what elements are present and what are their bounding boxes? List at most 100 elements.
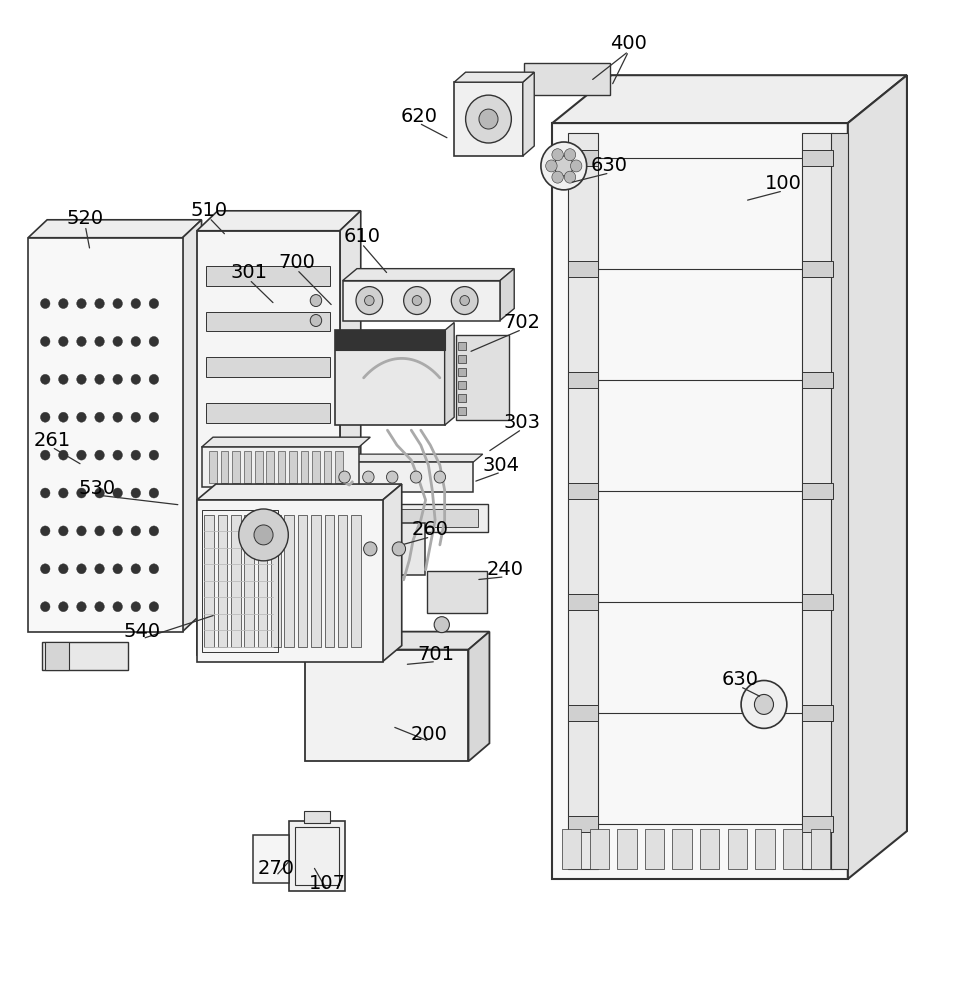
Circle shape: [311, 295, 321, 307]
Bar: [295, 827, 338, 885]
Circle shape: [541, 142, 587, 190]
Bar: [202, 510, 278, 652]
Bar: [342, 281, 500, 320]
Circle shape: [40, 374, 50, 384]
Bar: [45, 642, 69, 670]
Circle shape: [131, 412, 141, 422]
Text: 700: 700: [278, 253, 315, 272]
Bar: [272, 515, 281, 647]
Bar: [206, 495, 330, 515]
Circle shape: [410, 471, 422, 483]
Circle shape: [58, 412, 68, 422]
Bar: [301, 451, 309, 483]
Bar: [831, 133, 848, 869]
Polygon shape: [197, 211, 360, 231]
Bar: [323, 451, 331, 483]
Bar: [42, 642, 128, 670]
Bar: [245, 515, 254, 647]
Circle shape: [95, 299, 104, 309]
Circle shape: [95, 374, 104, 384]
Bar: [802, 483, 833, 499]
Circle shape: [434, 617, 449, 633]
Bar: [313, 451, 319, 483]
Circle shape: [58, 299, 68, 309]
Circle shape: [58, 564, 68, 574]
Circle shape: [58, 488, 68, 498]
Bar: [802, 594, 833, 610]
Polygon shape: [445, 322, 454, 425]
Circle shape: [58, 374, 68, 384]
Circle shape: [113, 602, 122, 612]
Circle shape: [40, 564, 50, 574]
Bar: [427, 571, 487, 613]
Bar: [356, 523, 424, 575]
Bar: [458, 368, 466, 376]
Bar: [568, 816, 598, 832]
Circle shape: [741, 680, 787, 728]
Circle shape: [466, 95, 511, 143]
Circle shape: [363, 542, 377, 556]
Polygon shape: [339, 211, 360, 655]
Circle shape: [113, 526, 122, 536]
Circle shape: [552, 171, 563, 183]
Circle shape: [149, 412, 159, 422]
Bar: [811, 829, 830, 869]
Bar: [255, 451, 263, 483]
Circle shape: [131, 488, 141, 498]
Circle shape: [131, 336, 141, 346]
Bar: [209, 451, 217, 483]
Circle shape: [131, 602, 141, 612]
Bar: [206, 357, 330, 377]
Circle shape: [149, 602, 159, 612]
Text: 261: 261: [33, 431, 71, 450]
Bar: [458, 342, 466, 350]
Circle shape: [76, 450, 86, 460]
Circle shape: [131, 564, 141, 574]
Circle shape: [76, 564, 86, 574]
Bar: [553, 123, 848, 879]
Circle shape: [95, 526, 104, 536]
Bar: [304, 811, 330, 823]
Bar: [335, 330, 445, 350]
Bar: [267, 451, 274, 483]
Circle shape: [403, 287, 430, 315]
Circle shape: [40, 602, 50, 612]
Circle shape: [554, 156, 574, 176]
Circle shape: [564, 171, 576, 183]
Circle shape: [131, 450, 141, 460]
Bar: [728, 829, 747, 869]
Bar: [330, 462, 473, 492]
Bar: [458, 407, 466, 415]
Bar: [344, 509, 478, 527]
Circle shape: [392, 542, 405, 556]
Bar: [218, 515, 228, 647]
Circle shape: [76, 299, 86, 309]
Circle shape: [95, 602, 104, 612]
Bar: [672, 829, 692, 869]
Text: 400: 400: [610, 34, 647, 53]
Circle shape: [386, 471, 398, 483]
Bar: [752, 691, 776, 716]
Circle shape: [131, 299, 141, 309]
Bar: [458, 355, 466, 363]
Bar: [783, 829, 802, 869]
Bar: [244, 451, 251, 483]
Bar: [298, 515, 308, 647]
Bar: [278, 451, 286, 483]
Bar: [644, 829, 664, 869]
Text: 270: 270: [257, 859, 294, 878]
Bar: [524, 63, 610, 95]
Circle shape: [95, 450, 104, 460]
Circle shape: [479, 109, 498, 129]
Polygon shape: [500, 269, 514, 320]
Circle shape: [76, 526, 86, 536]
Circle shape: [149, 564, 159, 574]
Bar: [568, 261, 598, 277]
Bar: [285, 515, 294, 647]
Bar: [802, 261, 833, 277]
Circle shape: [76, 374, 86, 384]
Circle shape: [95, 564, 104, 574]
Circle shape: [40, 488, 50, 498]
Bar: [197, 231, 339, 655]
Text: 260: 260: [412, 520, 448, 539]
